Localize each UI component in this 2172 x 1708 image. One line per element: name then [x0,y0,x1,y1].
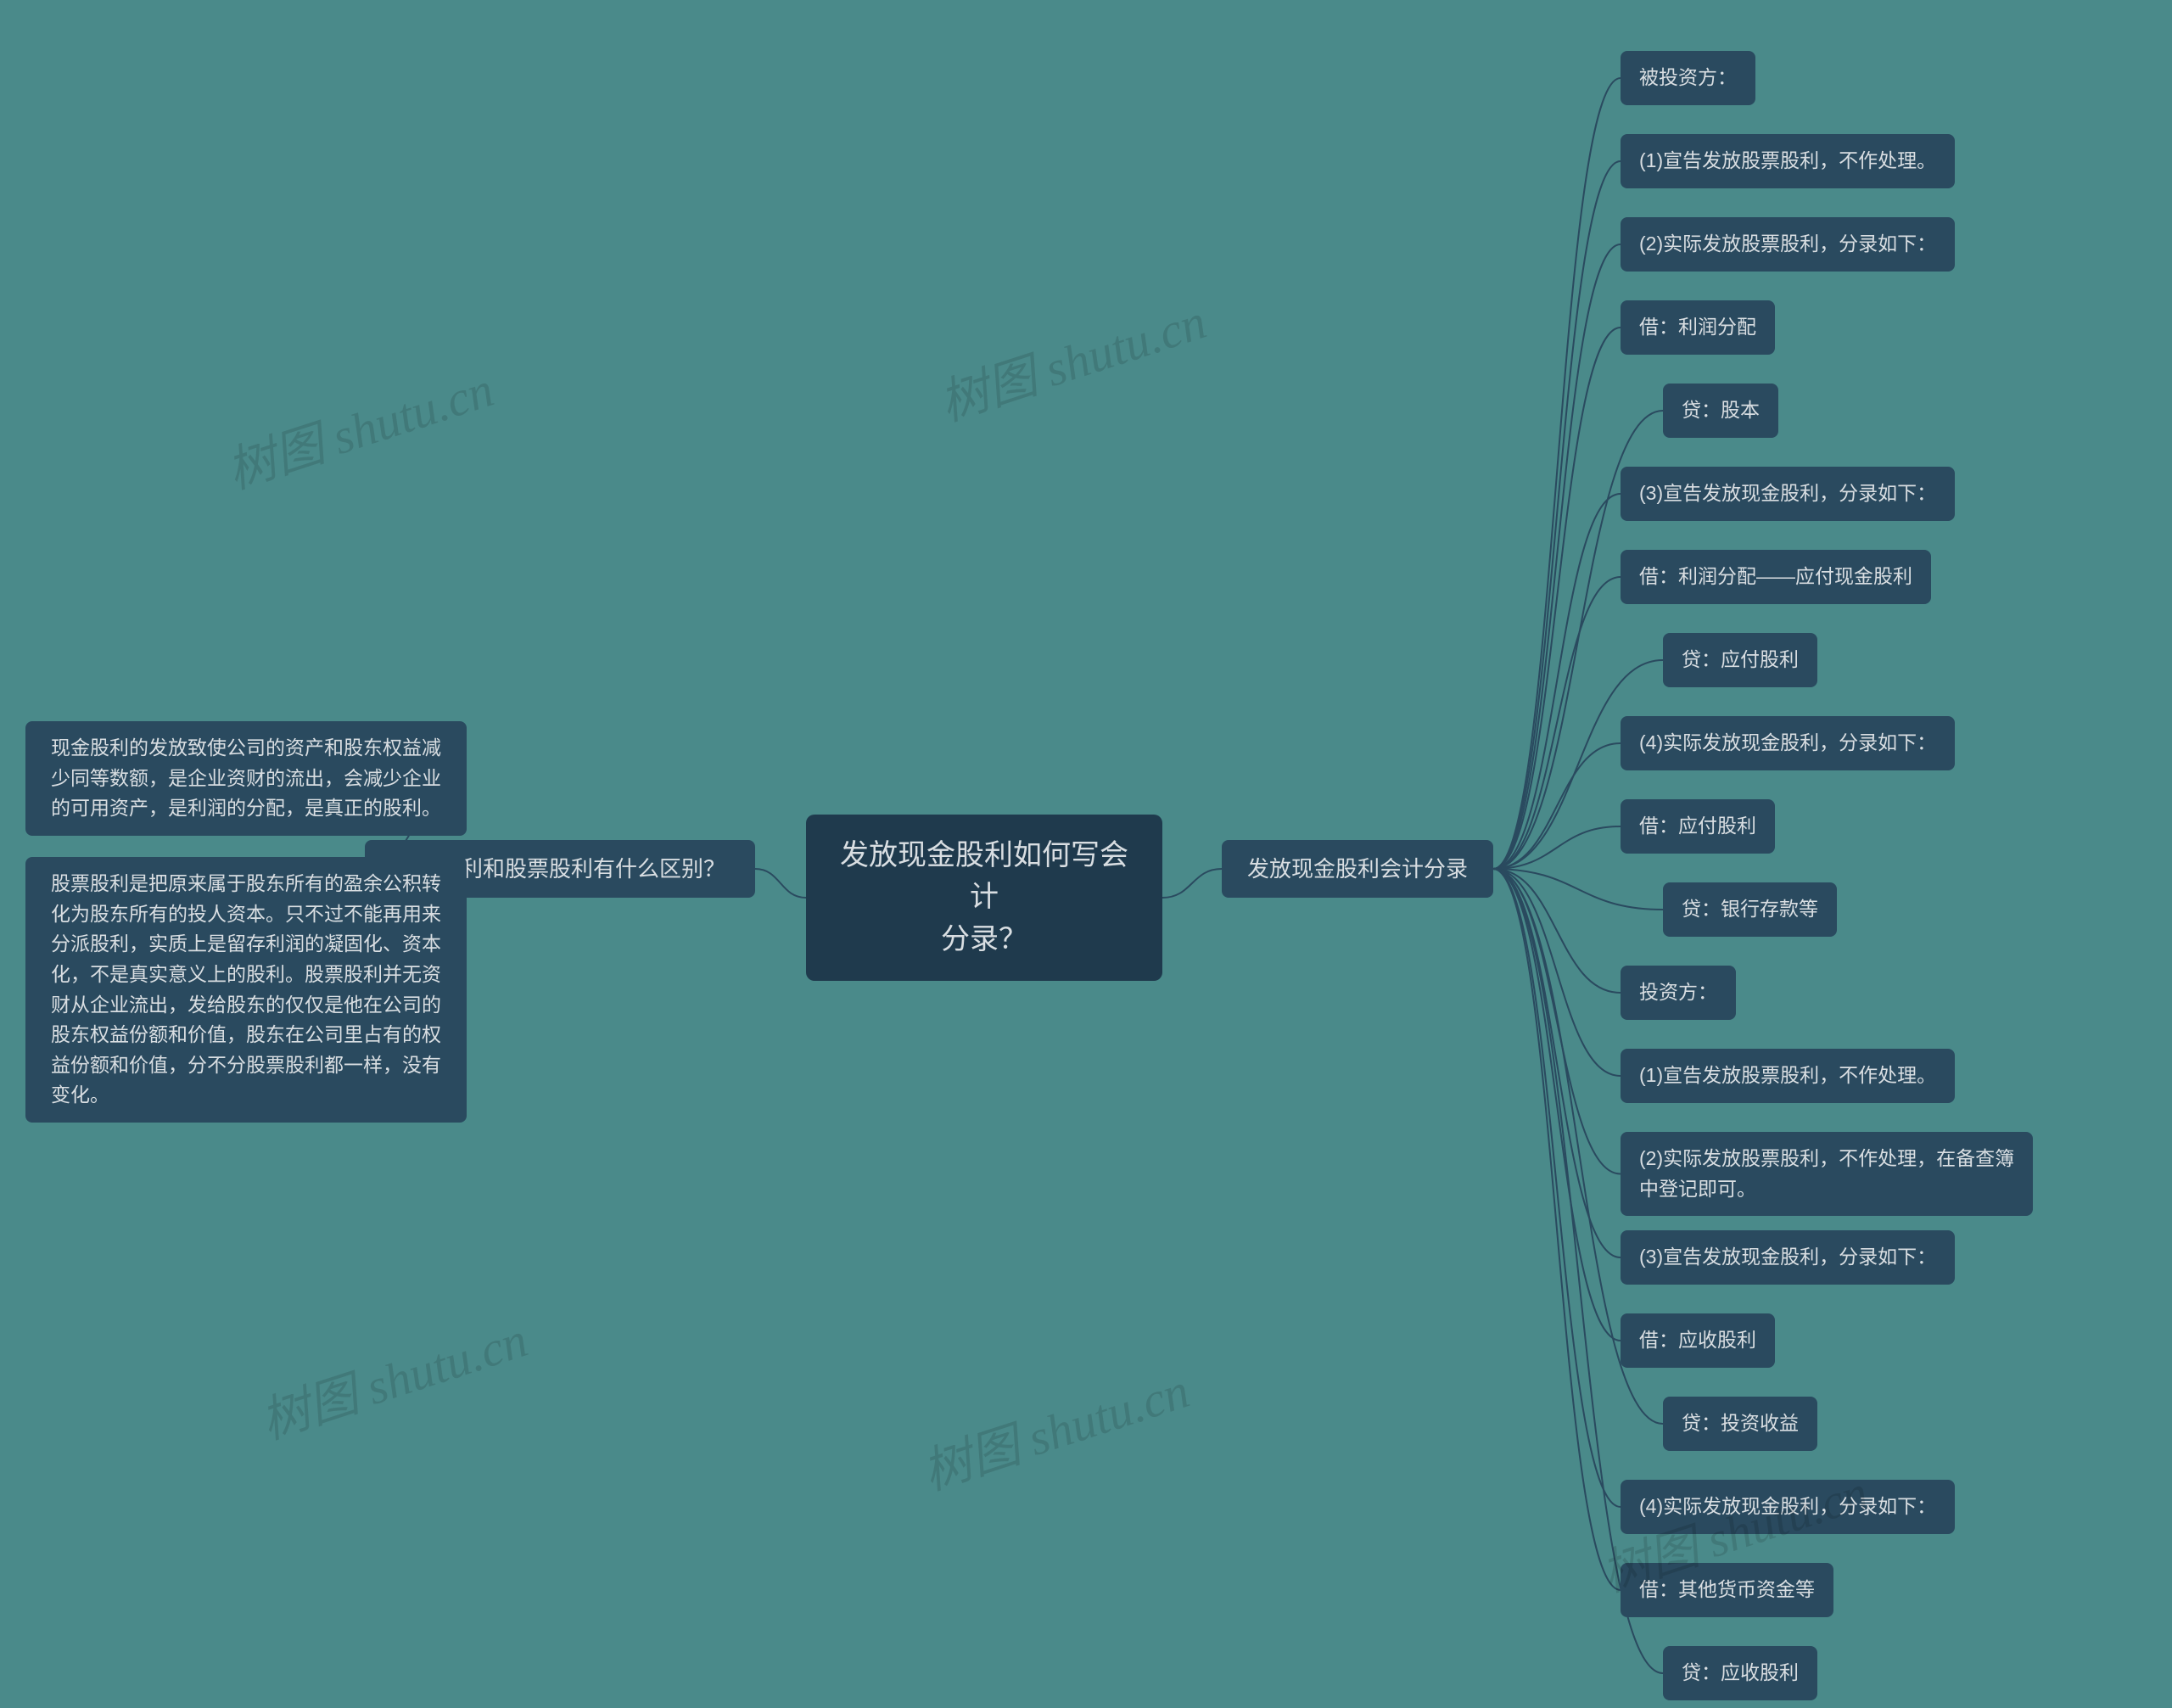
watermark: 树图 shutu.cn [912,1351,1196,1504]
leaf-right: (4)实际发放现金股利，分录如下： [1621,716,1955,770]
leaf-right: (4)实际发放现金股利，分录如下： [1621,1480,1955,1534]
leaf-right: (3)宣告发放现金股利，分录如下： [1621,1230,1955,1285]
watermark: 树图 shutu.cn [216,350,501,502]
leaf-right: 借：利润分配 [1621,300,1775,355]
leaf-right: 投资方： [1621,966,1736,1020]
leaf-left: 股票股利是把原来属于股东所有的盈余公积转化为股东所有的投人资本。只不过不能再用来… [25,857,467,1123]
branch-right: 发放现金股利会计分录 [1222,840,1493,898]
mindmap-root: 发放现金股利如何写会计分录？ [806,815,1162,981]
leaf-right: 贷：银行存款等 [1663,882,1837,937]
leaf-right: 借：应收股利 [1621,1313,1775,1368]
watermark: 树图 shutu.cn [250,1300,535,1453]
leaf-right: 贷：应付股利 [1663,633,1817,687]
leaf-right: 贷：股本 [1663,384,1778,438]
leaf-right: 借：其他货币资金等 [1621,1563,1833,1617]
leaf-right: (3)宣告发放现金股利，分录如下： [1621,467,1955,521]
leaf-left: 现金股利的发放致使公司的资产和股东权益减少同等数额，是企业资财的流出，会减少企业… [25,721,467,836]
leaf-right: (2)实际发放股票股利，分录如下： [1621,217,1955,272]
watermark: 树图 shutu.cn [929,282,1213,434]
leaf-right: (1)宣告发放股票股利，不作处理。 [1621,1049,1955,1103]
leaf-right: (2)实际发放股票股利，不作处理，在备查簿中登记即可。 [1621,1132,2033,1216]
leaf-right: (1)宣告发放股票股利，不作处理。 [1621,134,1955,188]
leaf-right: 借：利润分配——应付现金股利 [1621,550,1931,604]
leaf-right: 被投资方： [1621,51,1755,105]
leaf-right: 借：应付股利 [1621,799,1775,854]
leaf-right: 贷：投资收益 [1663,1397,1817,1451]
leaf-right: 贷：应收股利 [1663,1646,1817,1700]
